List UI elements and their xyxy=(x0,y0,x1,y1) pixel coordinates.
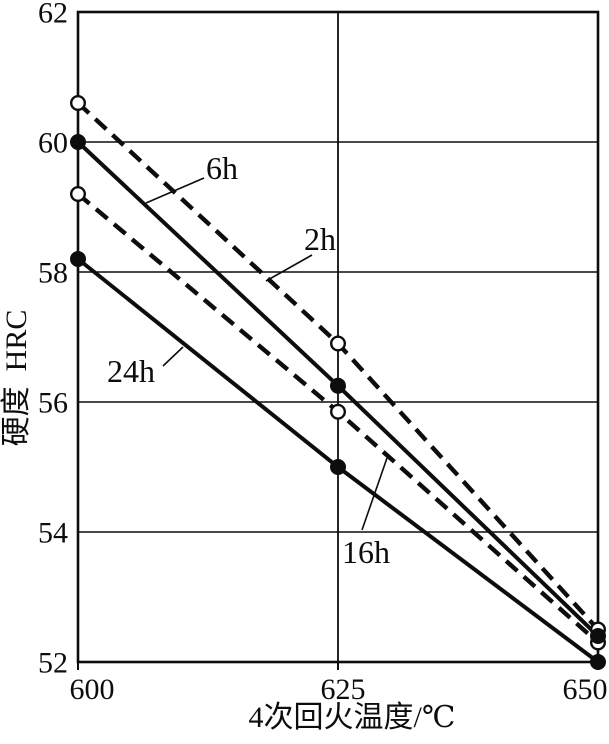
x-tick-label-650: 650 xyxy=(563,673,608,706)
marker-open-2h-625 xyxy=(330,335,347,352)
marker-filled-24h-600 xyxy=(69,250,86,267)
leader-line-24h xyxy=(162,346,184,367)
marker-filled-6h-650 xyxy=(590,628,607,645)
y-axis-title: 硬度 HRC xyxy=(0,309,33,447)
marker-filled-24h-650 xyxy=(590,654,607,671)
marker-open-16h-625 xyxy=(330,403,347,420)
x-tick-label-600: 600 xyxy=(70,673,115,706)
x-tick-label-625: 625 xyxy=(321,673,366,706)
series-label-16h: 16h xyxy=(342,534,390,570)
y-tick-label-60: 60 xyxy=(38,127,68,160)
marker-filled-24h-625 xyxy=(330,459,347,476)
plot-frame xyxy=(76,10,600,664)
y-tick-label-54: 54 xyxy=(38,517,68,550)
series-label-6h: 6h xyxy=(206,150,238,186)
y-tick-label-58: 58 xyxy=(38,257,68,290)
y-tick-label-56: 56 xyxy=(38,387,68,420)
marker-filled-6h-600 xyxy=(69,133,86,150)
marker-open-16h-600 xyxy=(69,185,86,202)
leader-line-16h xyxy=(361,457,388,531)
x-axis-title: 4次回火温度/℃ xyxy=(248,701,456,734)
marker-filled-6h-625 xyxy=(330,377,347,394)
y-tick-label-62: 62 xyxy=(38,0,68,30)
series-label-24h: 24h xyxy=(107,353,155,389)
leader-line-2h xyxy=(265,254,313,282)
leader-line-6h xyxy=(145,177,205,204)
y-tick-label-52: 52 xyxy=(38,647,68,680)
series-label-2h: 2h xyxy=(304,221,336,257)
marker-open-2h-600 xyxy=(69,94,86,111)
